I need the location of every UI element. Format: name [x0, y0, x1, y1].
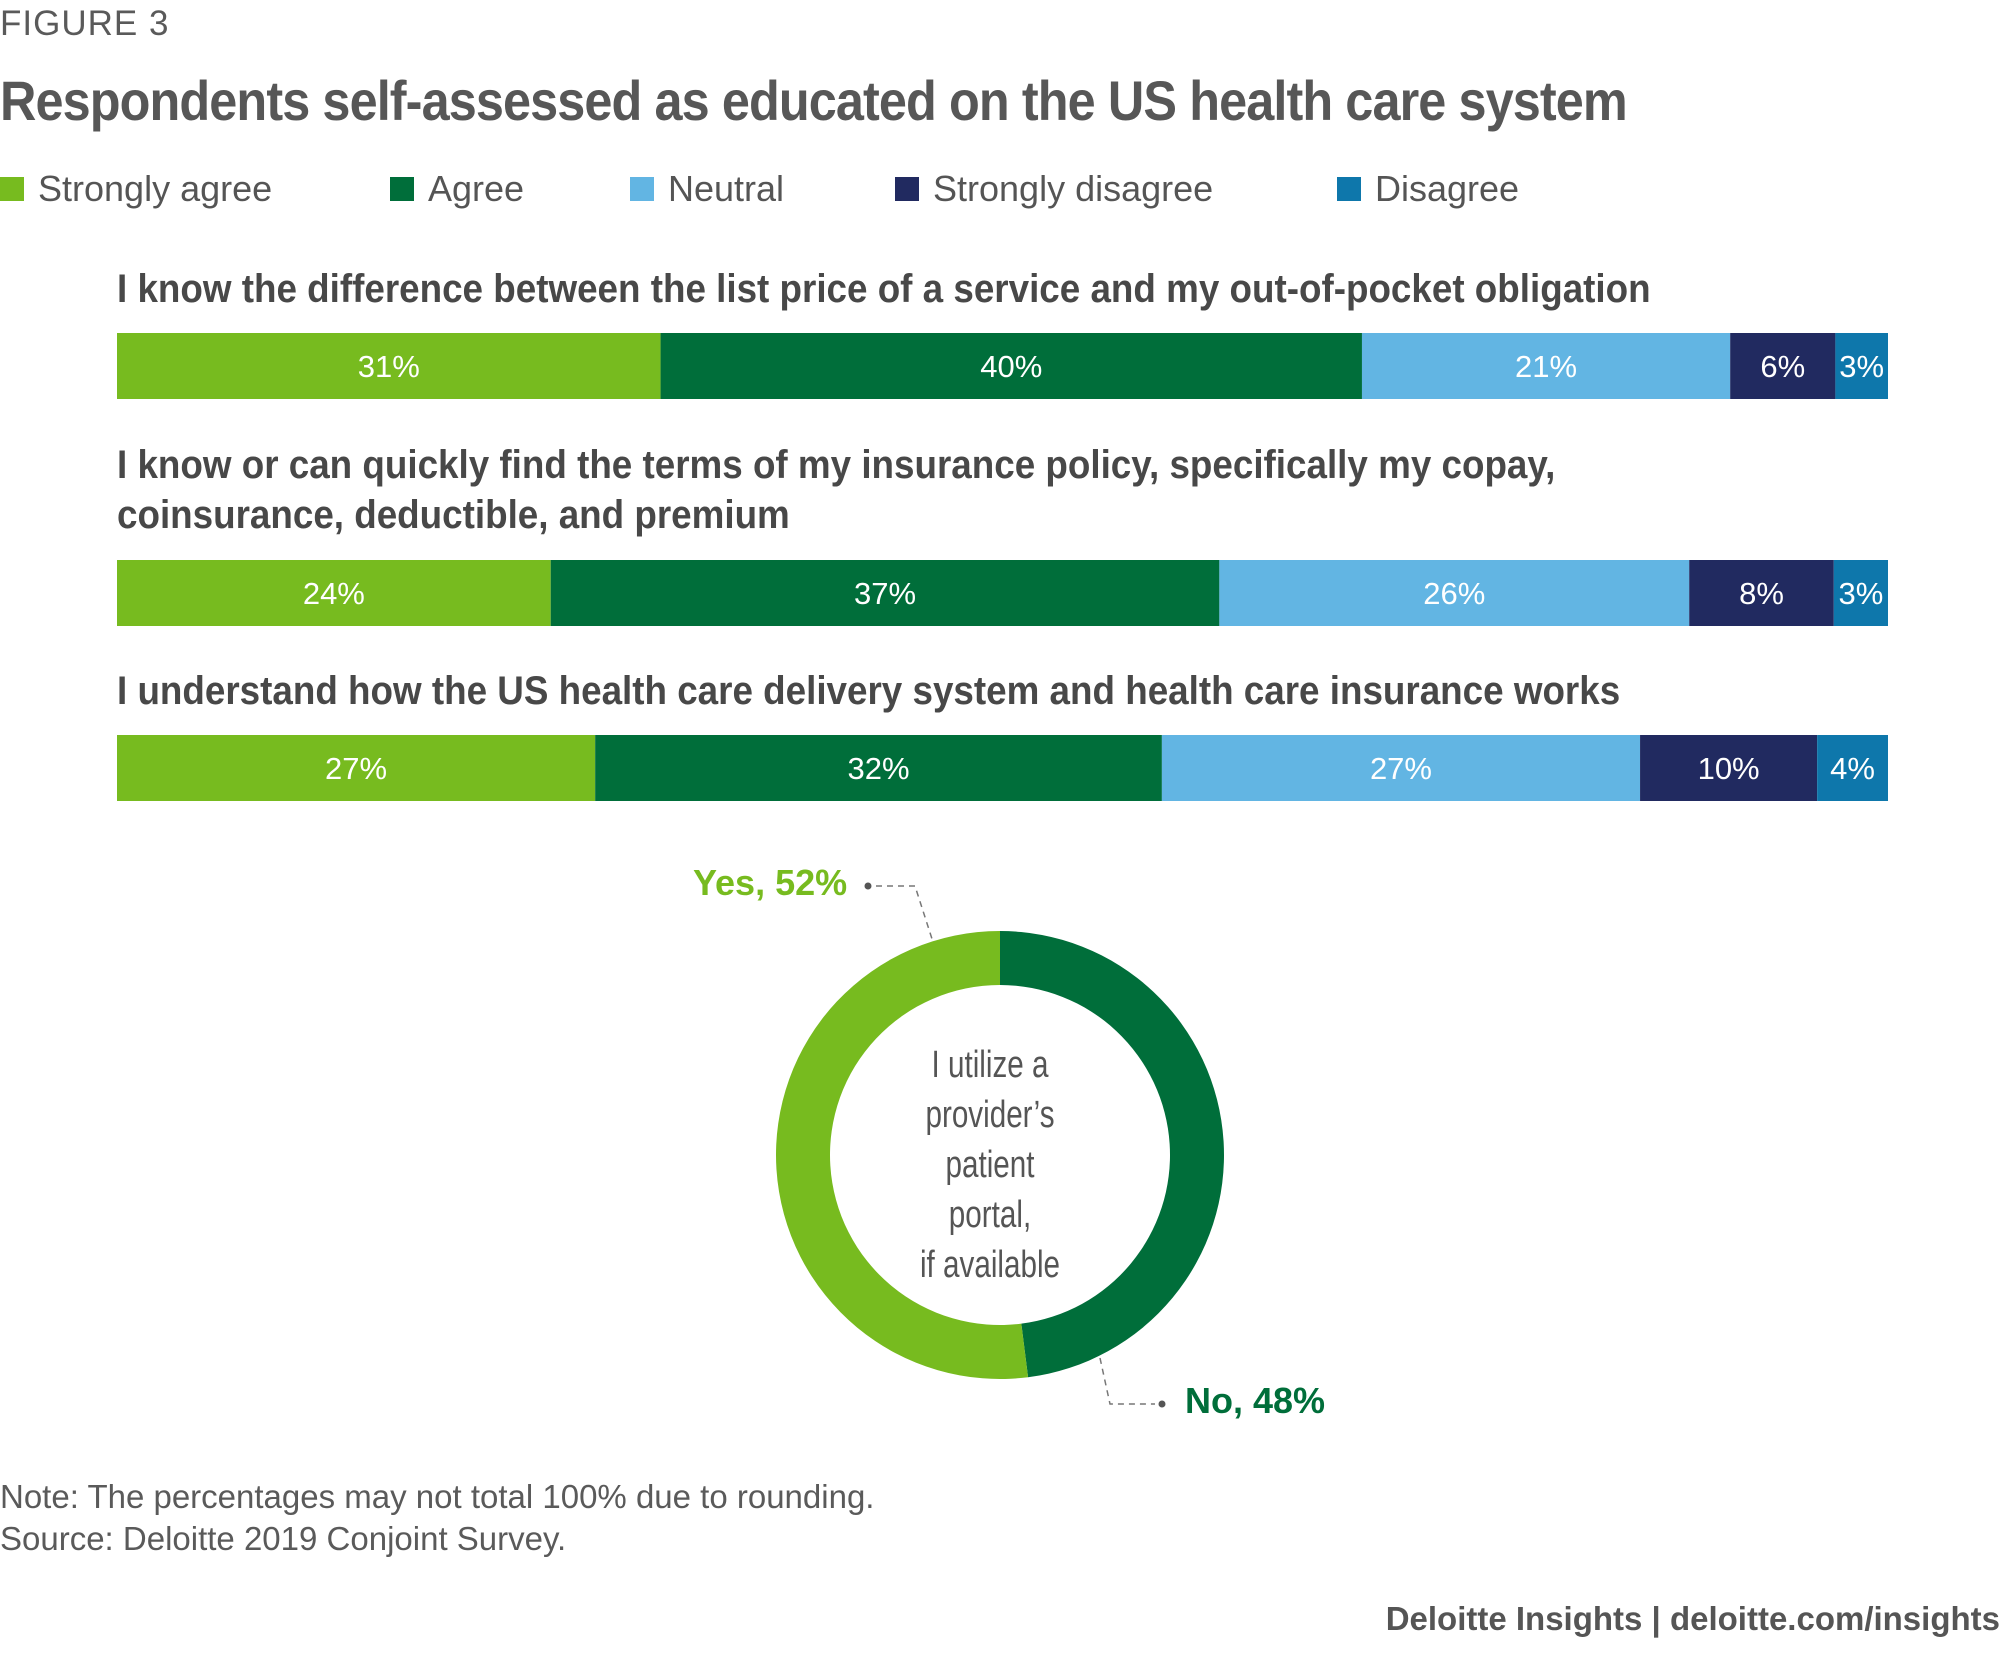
legend-item-neutral: Neutral: [630, 168, 784, 210]
legend-label: Strongly disagree: [933, 168, 1214, 209]
legend-label: Neutral: [668, 168, 785, 209]
bar-value-label: 37%: [854, 576, 916, 611]
bar-segment-1-disagree: [1835, 333, 1888, 399]
legend-item-strongly-agree: Strongly agree: [0, 168, 272, 210]
donut-slice-no: [1000, 931, 1224, 1378]
question-3: I understand how the US health care deli…: [117, 669, 1621, 713]
bar-value-label: 8%: [1739, 576, 1784, 611]
bar-segment-2-strongly-disagree: [1689, 560, 1834, 626]
legend-label: Strongly agree: [38, 168, 273, 209]
donut-center-label: I utilize a provider’s patient portal, i…: [904, 1040, 1076, 1290]
bar-value-label: 6%: [1760, 349, 1805, 384]
callout-dot-no: [1158, 1400, 1166, 1408]
bar-value-label: 24%: [303, 576, 365, 611]
bar-segment-3-strongly-disagree: [1640, 735, 1818, 801]
legend-item-agree: Agree: [390, 168, 524, 210]
legend-swatch: [0, 177, 24, 201]
bar-segment-1-agree: [660, 333, 1362, 399]
legend-swatch: [390, 177, 414, 201]
chart-title: Respondents self-assessed as educated on…: [0, 69, 1628, 132]
bar-value-label: 3%: [1839, 349, 1884, 384]
note-text: Note: The percentages may not total 100%…: [0, 1478, 875, 1515]
donut-callout-yes: Yes, 52%: [693, 862, 848, 903]
bar-value-label: 4%: [1830, 751, 1875, 786]
credit-line: Deloitte Insights | deloitte.com/insight…: [1385, 1600, 2000, 1637]
bar-segment-2-strongly-agree: [117, 560, 551, 626]
bar-segment-3-strongly-agree: [117, 735, 596, 801]
donut-callout-no: No, 48%: [1185, 1380, 1326, 1421]
bar-value-label: 27%: [325, 751, 387, 786]
callout-dot-yes: [864, 882, 872, 890]
donut-center-line: I utilize a: [931, 1044, 1049, 1086]
donut-center-line: if available: [919, 1244, 1061, 1286]
bar-value-label: 31%: [358, 349, 420, 384]
bar-value-label: 27%: [1370, 751, 1432, 786]
figure-label: FIGURE 3: [0, 4, 170, 43]
callout-leader-yes: [876, 885, 934, 943]
question-1: I know the difference between the list p…: [117, 267, 1651, 311]
bar-segment-3-agree: [595, 735, 1162, 801]
bar-value-label: 32%: [848, 751, 910, 786]
legend-item-strongly-disagree: Strongly disagree: [895, 168, 1213, 210]
bar-segment-2-agree: [550, 560, 1220, 626]
bar-segment-1-strongly-agree: [117, 333, 661, 399]
legend-label: Disagree: [1375, 168, 1520, 209]
source-text: Source: Deloitte 2019 Conjoint Survey.: [0, 1520, 567, 1557]
legend-swatch: [1337, 177, 1361, 201]
legend-label: Agree: [428, 168, 525, 209]
bar-value-label: 3%: [1838, 576, 1883, 611]
bar-segment-3-neutral: [1161, 735, 1641, 801]
callout-leader-no: [1099, 1357, 1155, 1405]
bar-segment-2-neutral: [1219, 560, 1690, 626]
bar-segment-3-disagree: [1817, 735, 1888, 801]
bar-segment-1-strongly-disagree: [1730, 333, 1836, 399]
bar-value-label: 40%: [980, 349, 1042, 384]
bar-value-label: 21%: [1515, 349, 1577, 384]
legend-swatch: [895, 177, 919, 201]
footnotes: Note: The percentages may not total 100%…: [0, 1476, 874, 1560]
question-2: I know or can quickly find the terms of …: [117, 443, 1556, 537]
legend-item-disagree: Disagree: [1337, 168, 1519, 210]
bar-value-label: 10%: [1698, 751, 1760, 786]
bar-segment-2-disagree: [1833, 560, 1888, 626]
donut-slice-yes: [775, 931, 1029, 1379]
donut-center-line: provider’s: [925, 1094, 1055, 1136]
donut-center-line: patient portal,: [945, 1144, 1035, 1236]
legend-swatch: [630, 177, 654, 201]
bar-segment-1-neutral: [1361, 333, 1731, 399]
bar-value-label: 26%: [1423, 576, 1485, 611]
legend: Strongly agree Agree Neutral Strongly di…: [0, 168, 1700, 218]
